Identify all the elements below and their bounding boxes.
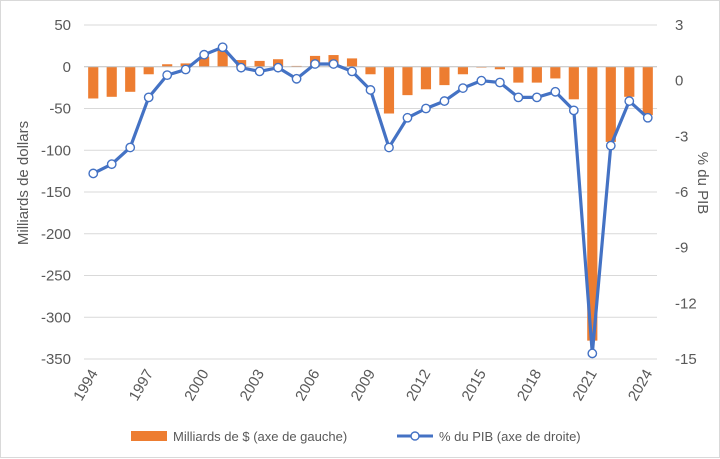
legend-label-bar: Milliards de $ (axe de gauche) — [173, 429, 347, 444]
legend-label-line: % du PIB (axe de droite) — [439, 429, 581, 444]
left-tick-label: -300 — [41, 309, 71, 326]
line-point — [550, 86, 561, 97]
x-tick-label: 1997 — [126, 367, 157, 404]
x-tick-label: 2003 — [237, 367, 268, 404]
line-point — [568, 105, 579, 116]
line-point — [310, 59, 320, 69]
right-tick-label: -15 — [675, 351, 697, 368]
line-point — [328, 59, 339, 69]
bar — [365, 66, 376, 75]
left-tick-label: -200 — [41, 226, 71, 243]
bar — [217, 50, 228, 67]
line-point — [587, 348, 598, 359]
line-point — [476, 75, 487, 86]
line-point — [273, 62, 283, 73]
line-point — [402, 112, 413, 123]
line-point — [439, 96, 450, 106]
right-axis-title: % du PIB — [694, 152, 711, 215]
right-tick-label: -6 — [675, 184, 688, 201]
right-tick-label: -12 — [675, 295, 697, 312]
left-tick-label: 0 — [63, 59, 71, 76]
line-point — [384, 142, 394, 153]
line-point — [291, 73, 302, 84]
bar — [642, 66, 653, 116]
bar — [420, 66, 432, 90]
line-point — [624, 96, 635, 106]
left-tick-label: -50 — [49, 101, 71, 118]
x-tick-label: 2000 — [181, 367, 212, 404]
bar — [254, 60, 265, 67]
bar — [494, 66, 505, 70]
line-point — [421, 103, 431, 114]
x-tick-label: 2015 — [458, 366, 489, 403]
line-point — [199, 49, 210, 60]
x-tick-label: 2021 — [569, 367, 600, 404]
line-point — [125, 142, 136, 153]
line-series — [88, 42, 653, 359]
left-axis-ticks: 50 0 -50 -100 -150 -200 -250 -300 -350 — [41, 17, 71, 368]
x-tick-label: 2024 — [625, 367, 656, 404]
x-tick-label: 2018 — [514, 367, 545, 404]
bar — [513, 66, 524, 83]
line-point — [513, 92, 524, 103]
bar — [550, 66, 561, 79]
left-tick-label: -100 — [41, 142, 71, 159]
line-point — [236, 62, 247, 73]
bar — [143, 66, 154, 75]
bar — [125, 66, 136, 92]
legend-swatch-marker — [410, 431, 420, 441]
right-tick-label: 0 — [675, 73, 683, 90]
right-axis-ticks: 3 0 -3 -6 -9 -12 -15 — [675, 17, 697, 368]
gridlines — [84, 24, 657, 360]
bar — [88, 66, 99, 99]
line-point — [347, 66, 357, 77]
line-point — [106, 159, 117, 170]
line-point — [88, 168, 99, 179]
bar — [587, 66, 598, 341]
line-point — [642, 112, 653, 123]
line-point — [365, 85, 376, 95]
left-tick-label: -250 — [41, 268, 71, 285]
line-point — [217, 42, 228, 53]
x-tick-label: 2012 — [403, 367, 434, 404]
line-point — [162, 70, 173, 81]
left-tick-label: 50 — [54, 17, 71, 34]
x-axis-ticks: 1994 1997 2000 2003 2006 2009 2012 2015 2018 2021… — [70, 366, 656, 403]
legend: Milliards de $ (axe de gauche) % du PIB (… — [131, 429, 581, 444]
bar — [199, 56, 210, 67]
bar — [568, 66, 579, 100]
line-point — [531, 92, 542, 103]
bar — [383, 66, 395, 114]
right-tick-label: 3 — [675, 17, 683, 34]
bar — [402, 66, 413, 96]
bar — [106, 66, 117, 97]
bar — [531, 66, 542, 83]
line-point — [605, 140, 616, 151]
bar — [457, 66, 469, 75]
x-tick-label: 1994 — [70, 367, 101, 404]
left-tick-label: -350 — [41, 351, 71, 368]
bar — [162, 64, 173, 67]
legend-swatch-bar — [131, 431, 167, 441]
line-point — [143, 92, 154, 103]
bar — [605, 66, 616, 142]
line-point — [458, 83, 468, 93]
x-tick-label: 2006 — [292, 367, 323, 404]
bar — [624, 66, 635, 97]
line-point — [254, 66, 265, 77]
right-tick-label: -3 — [675, 128, 688, 145]
left-tick-label: -150 — [41, 184, 71, 201]
x-tick-label: 2009 — [348, 367, 379, 404]
right-tick-label: -9 — [675, 240, 688, 257]
line-point — [494, 77, 505, 88]
bar — [439, 66, 450, 86]
bar — [346, 58, 358, 67]
line-point — [180, 64, 191, 75]
left-axis-title: Milliards de dollars — [15, 121, 32, 245]
